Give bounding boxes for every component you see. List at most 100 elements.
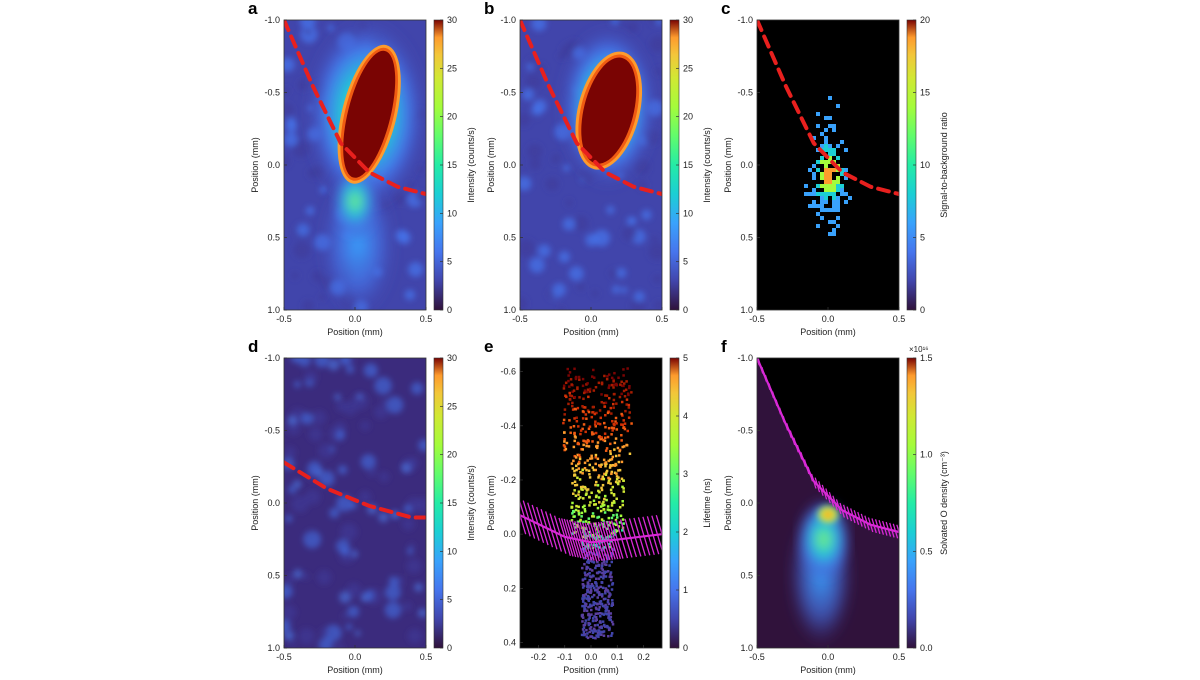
- noise-spot: [297, 358, 311, 367]
- snr-pixel: [812, 200, 816, 204]
- noise-spot: [398, 231, 411, 245]
- noise-spot: [304, 27, 312, 35]
- lifetime-point: [601, 483, 605, 487]
- noise-spot: [408, 262, 424, 277]
- lifetime-point: [597, 633, 600, 636]
- lifetime-point: [590, 431, 594, 434]
- lifetime-point: [628, 385, 631, 388]
- y-tick-label: 0.5: [267, 571, 280, 581]
- lifetime-point: [562, 421, 565, 425]
- lifetime-point: [610, 634, 613, 638]
- lifetime-point: [603, 503, 606, 507]
- lifetime-point: [606, 605, 609, 609]
- lifetime-point: [607, 481, 610, 485]
- lifetime-point: [611, 485, 615, 489]
- snr-pixel: [832, 124, 836, 128]
- lifetime-point: [597, 591, 601, 594]
- lifetime-point: [582, 594, 586, 597]
- lifetime-point: [602, 519, 605, 523]
- y-tick-label: -0.4: [500, 421, 516, 431]
- lifetime-point: [614, 462, 617, 466]
- noise-spot: [334, 421, 347, 434]
- lifetime-point: [587, 439, 590, 443]
- lifetime-point: [617, 469, 620, 472]
- lifetime-point: [600, 435, 603, 439]
- lifetime-point: [611, 620, 614, 624]
- lifetime-point: [628, 411, 632, 414]
- lifetime-point: [607, 614, 611, 617]
- lifetime-point: [612, 427, 616, 430]
- lifetime-point: [582, 497, 585, 500]
- lifetime-point: [608, 592, 611, 595]
- lifetime-point: [597, 570, 601, 574]
- lifetime-point: [562, 387, 566, 390]
- lifetime-point: [620, 439, 623, 442]
- lifetime-point: [602, 438, 605, 442]
- lifetime-point: [601, 612, 604, 615]
- lifetime-point: [573, 431, 576, 435]
- lifetime-point: [594, 503, 598, 506]
- snr-pixel: [828, 96, 832, 100]
- lifetime-point: [594, 456, 597, 459]
- noise-spot: [284, 132, 298, 147]
- lifetime-point: [598, 435, 601, 438]
- lifetime-point: [577, 509, 580, 513]
- lifetime-point: [568, 398, 572, 401]
- y-tick-label: 0.5: [740, 571, 753, 581]
- colorbar-tick-label: 0: [683, 305, 688, 315]
- x-axis-label: Position (mm): [800, 665, 856, 675]
- lifetime-point: [609, 406, 613, 410]
- lifetime-point: [615, 402, 618, 405]
- noise-spot: [402, 601, 413, 612]
- lifetime-point: [613, 501, 616, 504]
- lifetime-point: [583, 466, 587, 470]
- lifetime-point: [610, 604, 614, 607]
- lifetime-point: [594, 616, 598, 619]
- snr-pixel: [828, 156, 832, 160]
- lifetime-point: [577, 467, 581, 470]
- colorbar-tick-label: 5: [920, 233, 925, 243]
- noise-spot: [329, 507, 340, 519]
- noise-spot: [654, 67, 662, 76]
- lifetime-point: [597, 564, 600, 567]
- lifetime-point: [605, 469, 609, 473]
- lifetime-point: [627, 403, 631, 407]
- snr-pixel: [832, 188, 836, 192]
- lifetime-point: [586, 534, 589, 538]
- lifetime-point: [608, 618, 611, 621]
- x-tick-label: 0.0: [822, 652, 835, 662]
- lifetime-point: [595, 634, 598, 637]
- snr-pixel: [832, 192, 836, 196]
- noise-spot: [301, 412, 314, 425]
- y-tick-label: 0.0: [740, 160, 753, 170]
- lifetime-point: [590, 635, 594, 638]
- snr-pixel: [824, 164, 828, 168]
- snr-pixel: [820, 184, 824, 188]
- colorbar-tick-label: 2: [683, 527, 688, 537]
- lifetime-point: [623, 395, 627, 398]
- lifetime-point: [583, 461, 587, 465]
- lifetime-point: [598, 422, 602, 426]
- snr-pixel: [836, 196, 840, 200]
- lifetime-point: [610, 560, 614, 564]
- lifetime-point: [581, 541, 584, 544]
- lifetime-point: [612, 494, 616, 497]
- lifetime-point: [597, 474, 601, 477]
- lifetime-point: [571, 512, 574, 515]
- lifetime-point: [575, 419, 579, 423]
- lifetime-point: [606, 505, 610, 508]
- noise-spot: [417, 165, 424, 173]
- lifetime-point: [566, 367, 569, 371]
- colorbar: [669, 357, 680, 649]
- bright-patch: [339, 591, 352, 604]
- lifetime-point: [585, 567, 588, 571]
- lifetime-point: [601, 593, 604, 596]
- lifetime-point: [586, 388, 590, 392]
- y-tick-label: -1.0: [264, 353, 280, 363]
- snr-pixel: [824, 172, 828, 176]
- lifetime-point: [612, 398, 616, 402]
- lifetime-point: [628, 386, 631, 390]
- lifetime-point: [622, 426, 625, 429]
- lifetime-point: [622, 382, 626, 385]
- lifetime-point: [602, 558, 605, 562]
